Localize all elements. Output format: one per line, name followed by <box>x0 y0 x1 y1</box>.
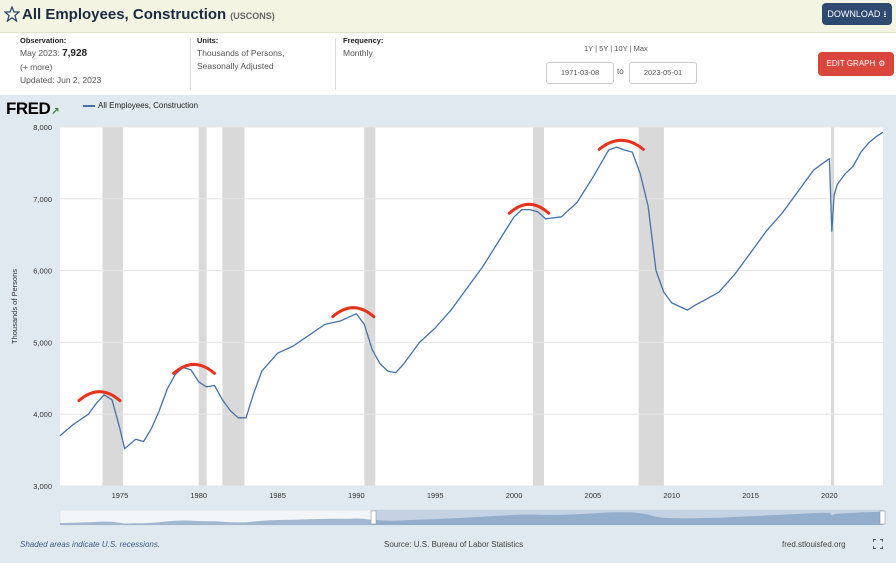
legend-label: All Employees, Construction <box>98 101 199 110</box>
more-link[interactable]: (+ more) <box>20 62 53 72</box>
recession-band <box>364 127 376 486</box>
navigator-handle-left <box>370 510 377 525</box>
series-id: (USCONS) <box>230 11 275 21</box>
frequency-block: Frequency: Monthly <box>343 36 383 92</box>
updated-date: Updated: Jun 2, 2023 <box>20 75 102 85</box>
x-tick-label: 1985 <box>269 491 286 500</box>
x-tick-label: 1995 <box>427 491 444 500</box>
plot-background <box>60 127 883 486</box>
title-bar: All Employees, Construction (USCONS) DOWN… <box>0 0 896 33</box>
site-link[interactable]: fred.stlouisfed.org <box>782 540 846 549</box>
peak-annotation-arc <box>331 306 376 319</box>
divider <box>190 38 191 90</box>
star-icon[interactable] <box>4 6 20 22</box>
recession-band <box>532 127 545 486</box>
units-label: Units: <box>197 36 219 45</box>
navigator-series-area <box>60 511 883 525</box>
gear-icon: ⚙ <box>878 59 886 68</box>
x-tick-label: 2015 <box>742 491 759 500</box>
download-icon: ⭳ <box>883 9 887 19</box>
units-block: Units: Thousands of Persons, Seasonally … <box>197 36 284 92</box>
series-title: All Employees, Construction <box>22 6 227 23</box>
page-title: All Employees, Construction (USCONS) <box>22 6 275 23</box>
y-tick-label: 5,000 <box>33 338 52 347</box>
legend-swatch <box>83 104 95 107</box>
fullscreen-icon[interactable] <box>873 539 883 549</box>
x-tick-label: 2020 <box>821 491 838 500</box>
observation-label: Observation: <box>20 36 67 45</box>
navigator-handle-right <box>879 510 886 525</box>
frequency-value: Monthly <box>343 48 373 58</box>
observation-block: Observation: May 2023: 7,928 (+ more) Up… <box>20 36 101 92</box>
recession-note: Shaded areas indicate U.S. recessions. <box>20 540 161 549</box>
recession-band <box>830 127 835 486</box>
y-tick-label: 4,000 <box>33 410 52 419</box>
download-button[interactable]: DOWNLOAD ⭳ <box>822 3 892 25</box>
source-note[interactable]: Source: U.S. Bureau of Labor Statistics <box>384 540 524 549</box>
peak-annotation-arc <box>507 202 551 215</box>
frequency-label: Frequency: <box>343 36 384 45</box>
y-tick-label: 3,000 <box>33 482 52 491</box>
fred-logo: FRED↗ <box>6 99 60 119</box>
observation-value: 7,928 <box>62 48 88 59</box>
peak-annotation-arc <box>172 362 217 375</box>
y-tick-label: 6,000 <box>33 267 52 276</box>
divider <box>335 38 336 90</box>
date-to-label: to <box>617 67 624 76</box>
observation-period: May 2023: <box>20 48 60 58</box>
x-tick-label: 2005 <box>585 491 602 500</box>
fred-logo-chart-icon: ↗ <box>51 106 60 117</box>
x-tick-label: 2000 <box>506 491 523 500</box>
units-line-2: Seasonally Adjusted <box>197 61 274 71</box>
x-tick-label: 1980 <box>190 491 207 500</box>
legend: All Employees, Construction <box>83 101 198 110</box>
start-date-input[interactable]: 1971-03-08 <box>546 62 614 84</box>
units-line-1: Thousands of Persons, <box>197 48 285 58</box>
range-selector[interactable]: 1Y | 5Y | 10Y | Max <box>584 44 648 53</box>
x-tick-label: 1975 <box>112 491 129 500</box>
edit-graph-label: EDIT GRAPH <box>826 59 876 68</box>
x-tick-label: 1990 <box>348 491 365 500</box>
recession-band <box>222 127 245 486</box>
fred-logo-text: FRED <box>6 99 51 118</box>
recession-band <box>198 127 207 486</box>
recession-band <box>102 127 124 486</box>
download-label: DOWNLOAD <box>827 9 881 19</box>
y-axis-label: Thousands of Persons <box>10 269 19 344</box>
end-date-input[interactable]: 2023-05-01 <box>629 62 697 84</box>
x-tick-label: 2010 <box>663 491 680 500</box>
y-tick-label: 7,000 <box>33 195 52 204</box>
peak-annotation-arc <box>597 138 645 151</box>
edit-graph-button[interactable]: EDIT GRAPH ⚙ <box>818 52 894 76</box>
y-tick-label: 8,000 <box>33 123 52 132</box>
peak-annotation-arc <box>77 390 122 403</box>
